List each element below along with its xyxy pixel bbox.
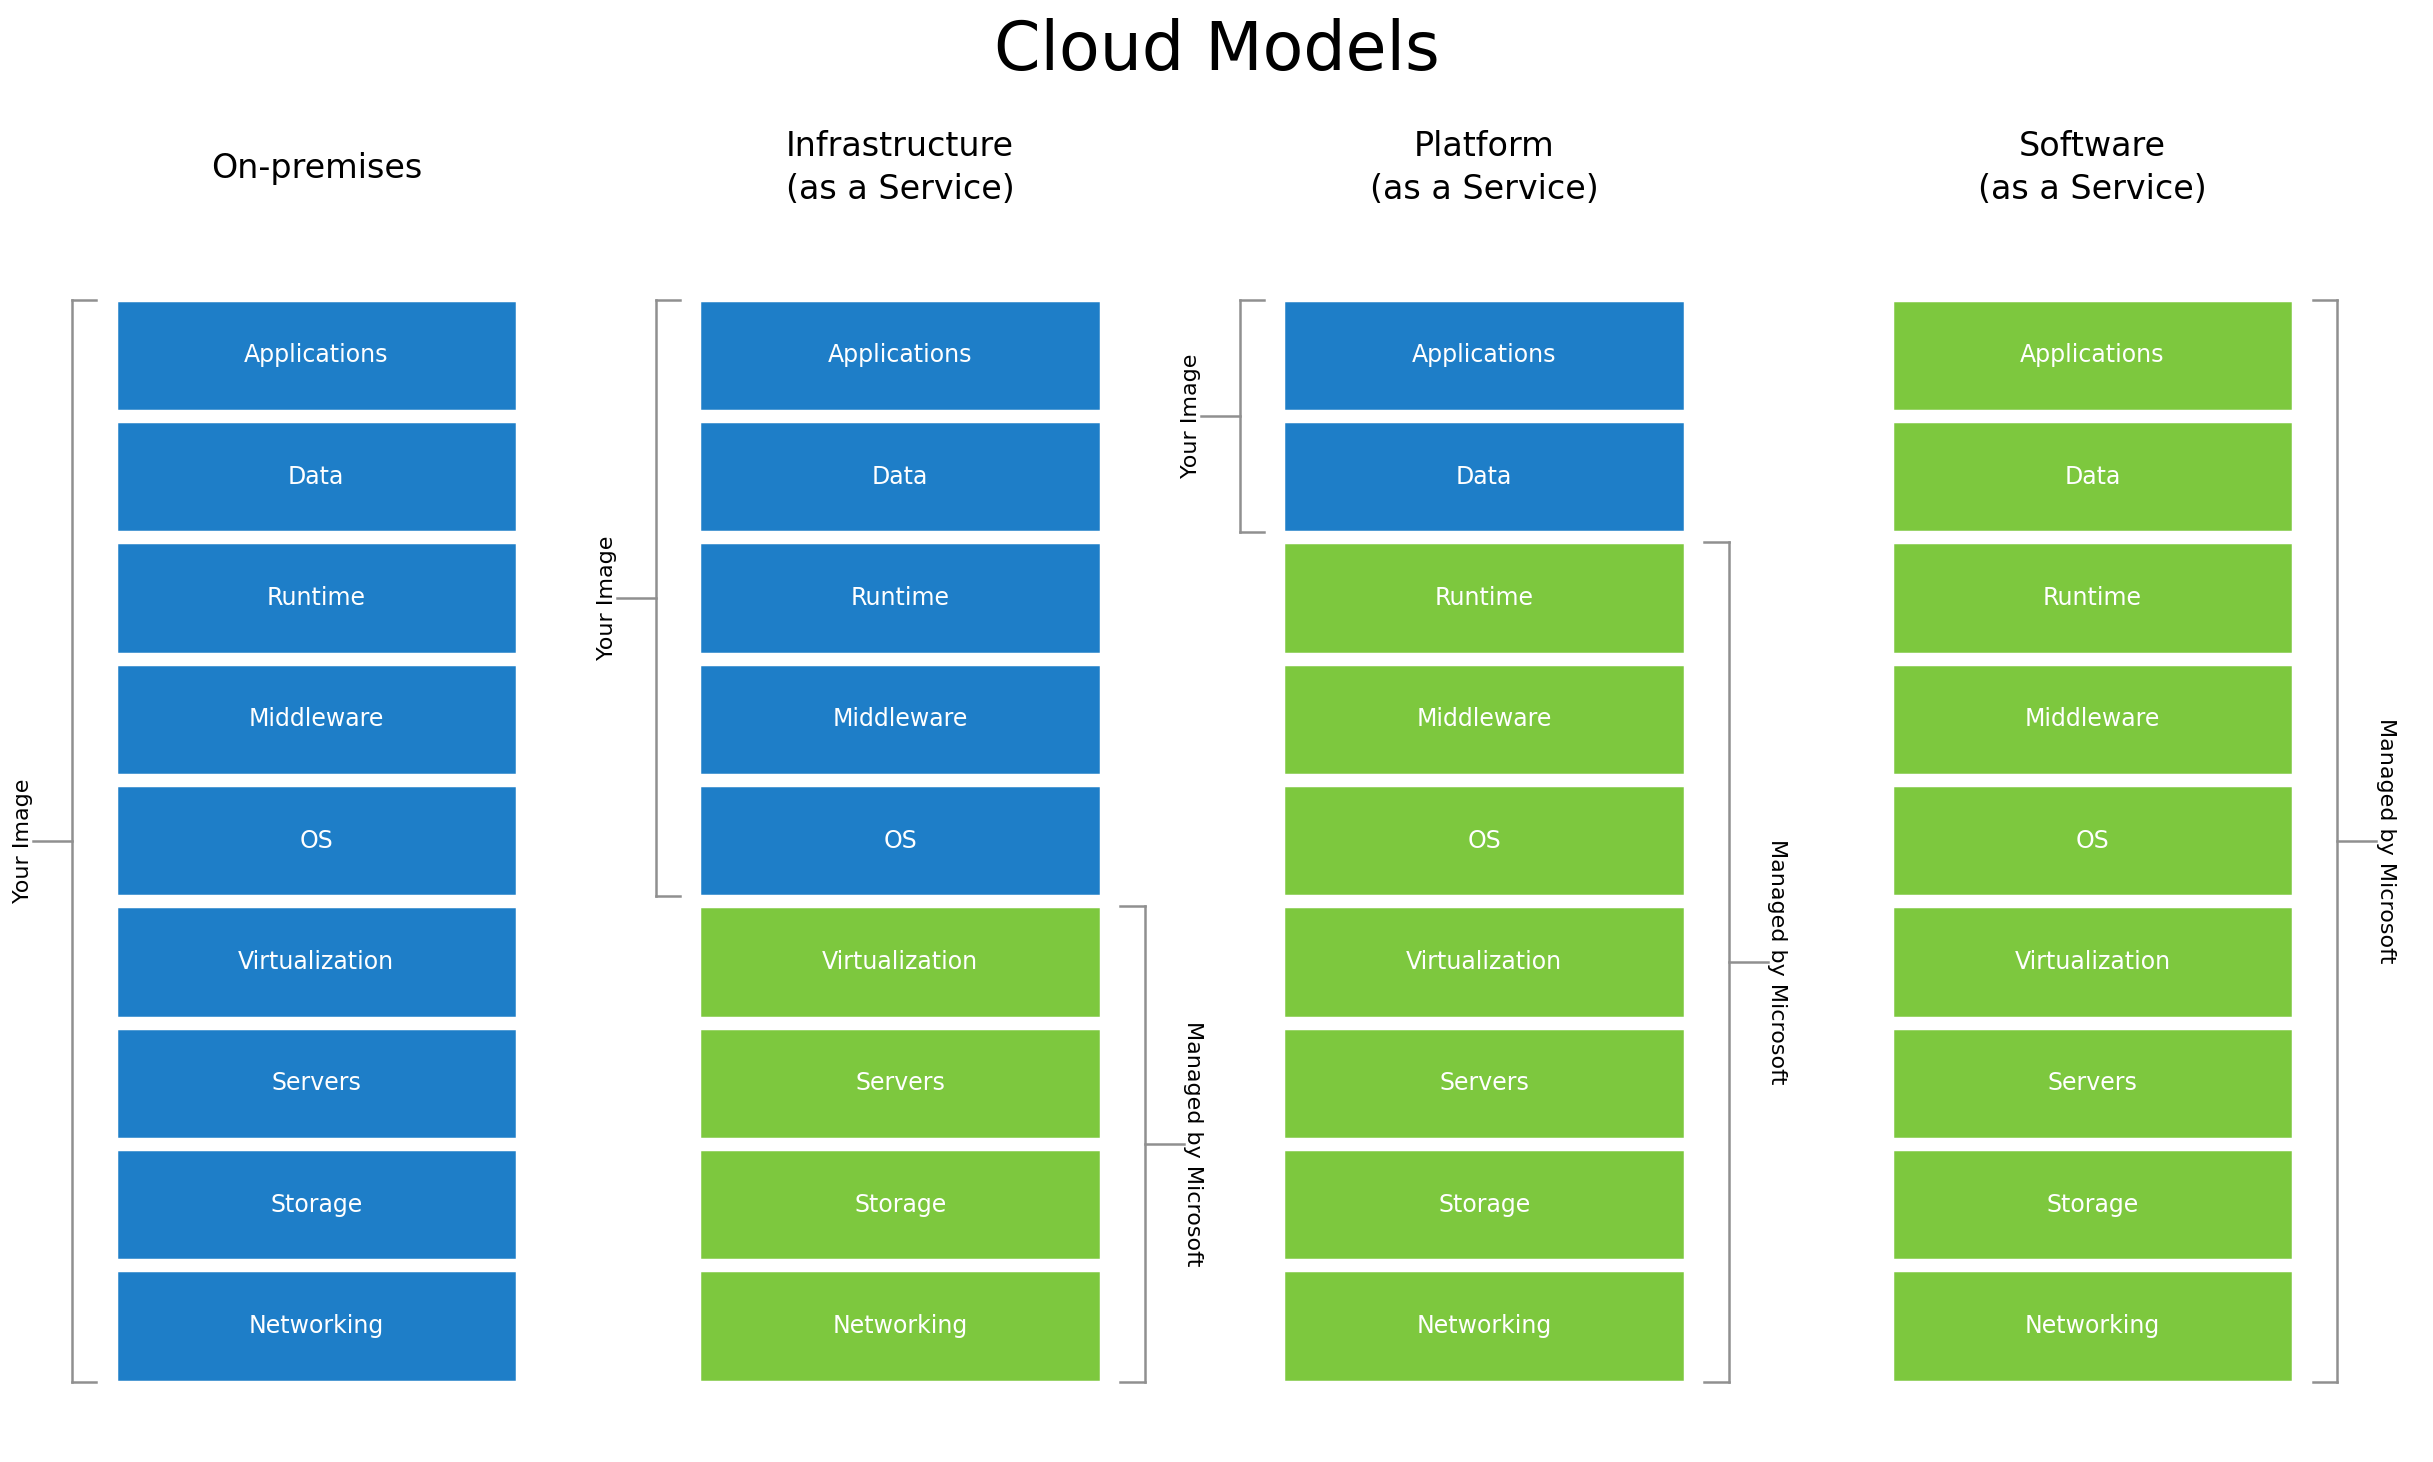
Text: Virtualization: Virtualization [822,950,978,974]
Text: Cloud Models: Cloud Models [993,18,1440,85]
FancyBboxPatch shape [1893,300,2292,411]
Text: Networking: Networking [832,1314,968,1338]
Text: Software
(as a Service): Software (as a Service) [1978,130,2207,206]
Text: Networking: Networking [1416,1314,1552,1338]
Text: Data: Data [2063,465,2122,488]
FancyBboxPatch shape [1285,1028,1684,1139]
Text: Storage: Storage [1438,1193,1530,1216]
Text: Runtime: Runtime [268,586,365,610]
FancyBboxPatch shape [701,1149,1100,1260]
Text: Your Image: Your Image [596,535,618,661]
FancyBboxPatch shape [1893,1270,2292,1382]
Text: Data: Data [287,465,345,488]
FancyBboxPatch shape [1893,906,2292,1018]
Text: Middleware: Middleware [248,708,384,731]
FancyBboxPatch shape [1285,1149,1684,1260]
FancyBboxPatch shape [1285,542,1684,654]
Text: Virtualization: Virtualization [2015,950,2170,974]
Text: Servers: Servers [856,1072,944,1095]
Text: Managed by Microsoft: Managed by Microsoft [1182,1022,1204,1266]
Text: Servers: Servers [2049,1072,2136,1095]
Text: Runtime: Runtime [2044,586,2141,610]
FancyBboxPatch shape [1285,1270,1684,1382]
FancyBboxPatch shape [701,542,1100,654]
FancyBboxPatch shape [114,1149,518,1260]
FancyBboxPatch shape [114,664,518,775]
FancyBboxPatch shape [114,1028,518,1139]
Text: Storage: Storage [854,1193,946,1216]
Text: Applications: Applications [1411,344,1557,367]
FancyBboxPatch shape [1893,785,2292,896]
FancyBboxPatch shape [701,664,1100,775]
Text: Servers: Servers [1440,1072,1528,1095]
FancyBboxPatch shape [701,1270,1100,1382]
Text: Platform
(as a Service): Platform (as a Service) [1370,130,1598,206]
FancyBboxPatch shape [1285,421,1684,532]
FancyBboxPatch shape [1285,906,1684,1018]
FancyBboxPatch shape [701,421,1100,532]
Text: OS: OS [883,829,917,852]
Text: Data: Data [871,465,929,488]
FancyBboxPatch shape [701,785,1100,896]
Text: Networking: Networking [2024,1314,2161,1338]
Text: OS: OS [2075,829,2109,852]
FancyBboxPatch shape [701,906,1100,1018]
FancyBboxPatch shape [114,421,518,532]
Text: Infrastructure
(as a Service): Infrastructure (as a Service) [786,130,1015,206]
Text: Your Image: Your Image [12,778,34,904]
FancyBboxPatch shape [114,542,518,654]
FancyBboxPatch shape [1893,664,2292,775]
Text: On-premises: On-premises [212,152,421,184]
FancyBboxPatch shape [701,300,1100,411]
FancyBboxPatch shape [114,906,518,1018]
Text: Middleware: Middleware [1416,708,1552,731]
FancyBboxPatch shape [701,1028,1100,1139]
FancyBboxPatch shape [114,785,518,896]
Text: Servers: Servers [272,1072,360,1095]
Text: Virtualization: Virtualization [238,950,394,974]
Text: Middleware: Middleware [2024,708,2161,731]
Text: OS: OS [299,829,333,852]
FancyBboxPatch shape [114,300,518,411]
FancyBboxPatch shape [114,1270,518,1382]
FancyBboxPatch shape [1893,542,2292,654]
FancyBboxPatch shape [1285,664,1684,775]
Text: Data: Data [1455,465,1513,488]
FancyBboxPatch shape [1893,1028,2292,1139]
FancyBboxPatch shape [1285,785,1684,896]
Text: OS: OS [1467,829,1501,852]
Text: Applications: Applications [2019,344,2165,367]
Text: Applications: Applications [827,344,973,367]
FancyBboxPatch shape [1893,1149,2292,1260]
Text: Virtualization: Virtualization [1406,950,1562,974]
Text: Storage: Storage [270,1193,363,1216]
Text: Managed by Microsoft: Managed by Microsoft [1766,839,1788,1085]
FancyBboxPatch shape [1285,300,1684,411]
Text: Managed by Microsoft: Managed by Microsoft [2375,718,2397,963]
Text: Storage: Storage [2046,1193,2139,1216]
Text: Networking: Networking [248,1314,384,1338]
Text: Runtime: Runtime [852,586,949,610]
FancyBboxPatch shape [1893,421,2292,532]
Text: Your Image: Your Image [1180,354,1202,478]
Text: Applications: Applications [243,344,389,367]
Text: Runtime: Runtime [1435,586,1533,610]
Text: Middleware: Middleware [832,708,968,731]
